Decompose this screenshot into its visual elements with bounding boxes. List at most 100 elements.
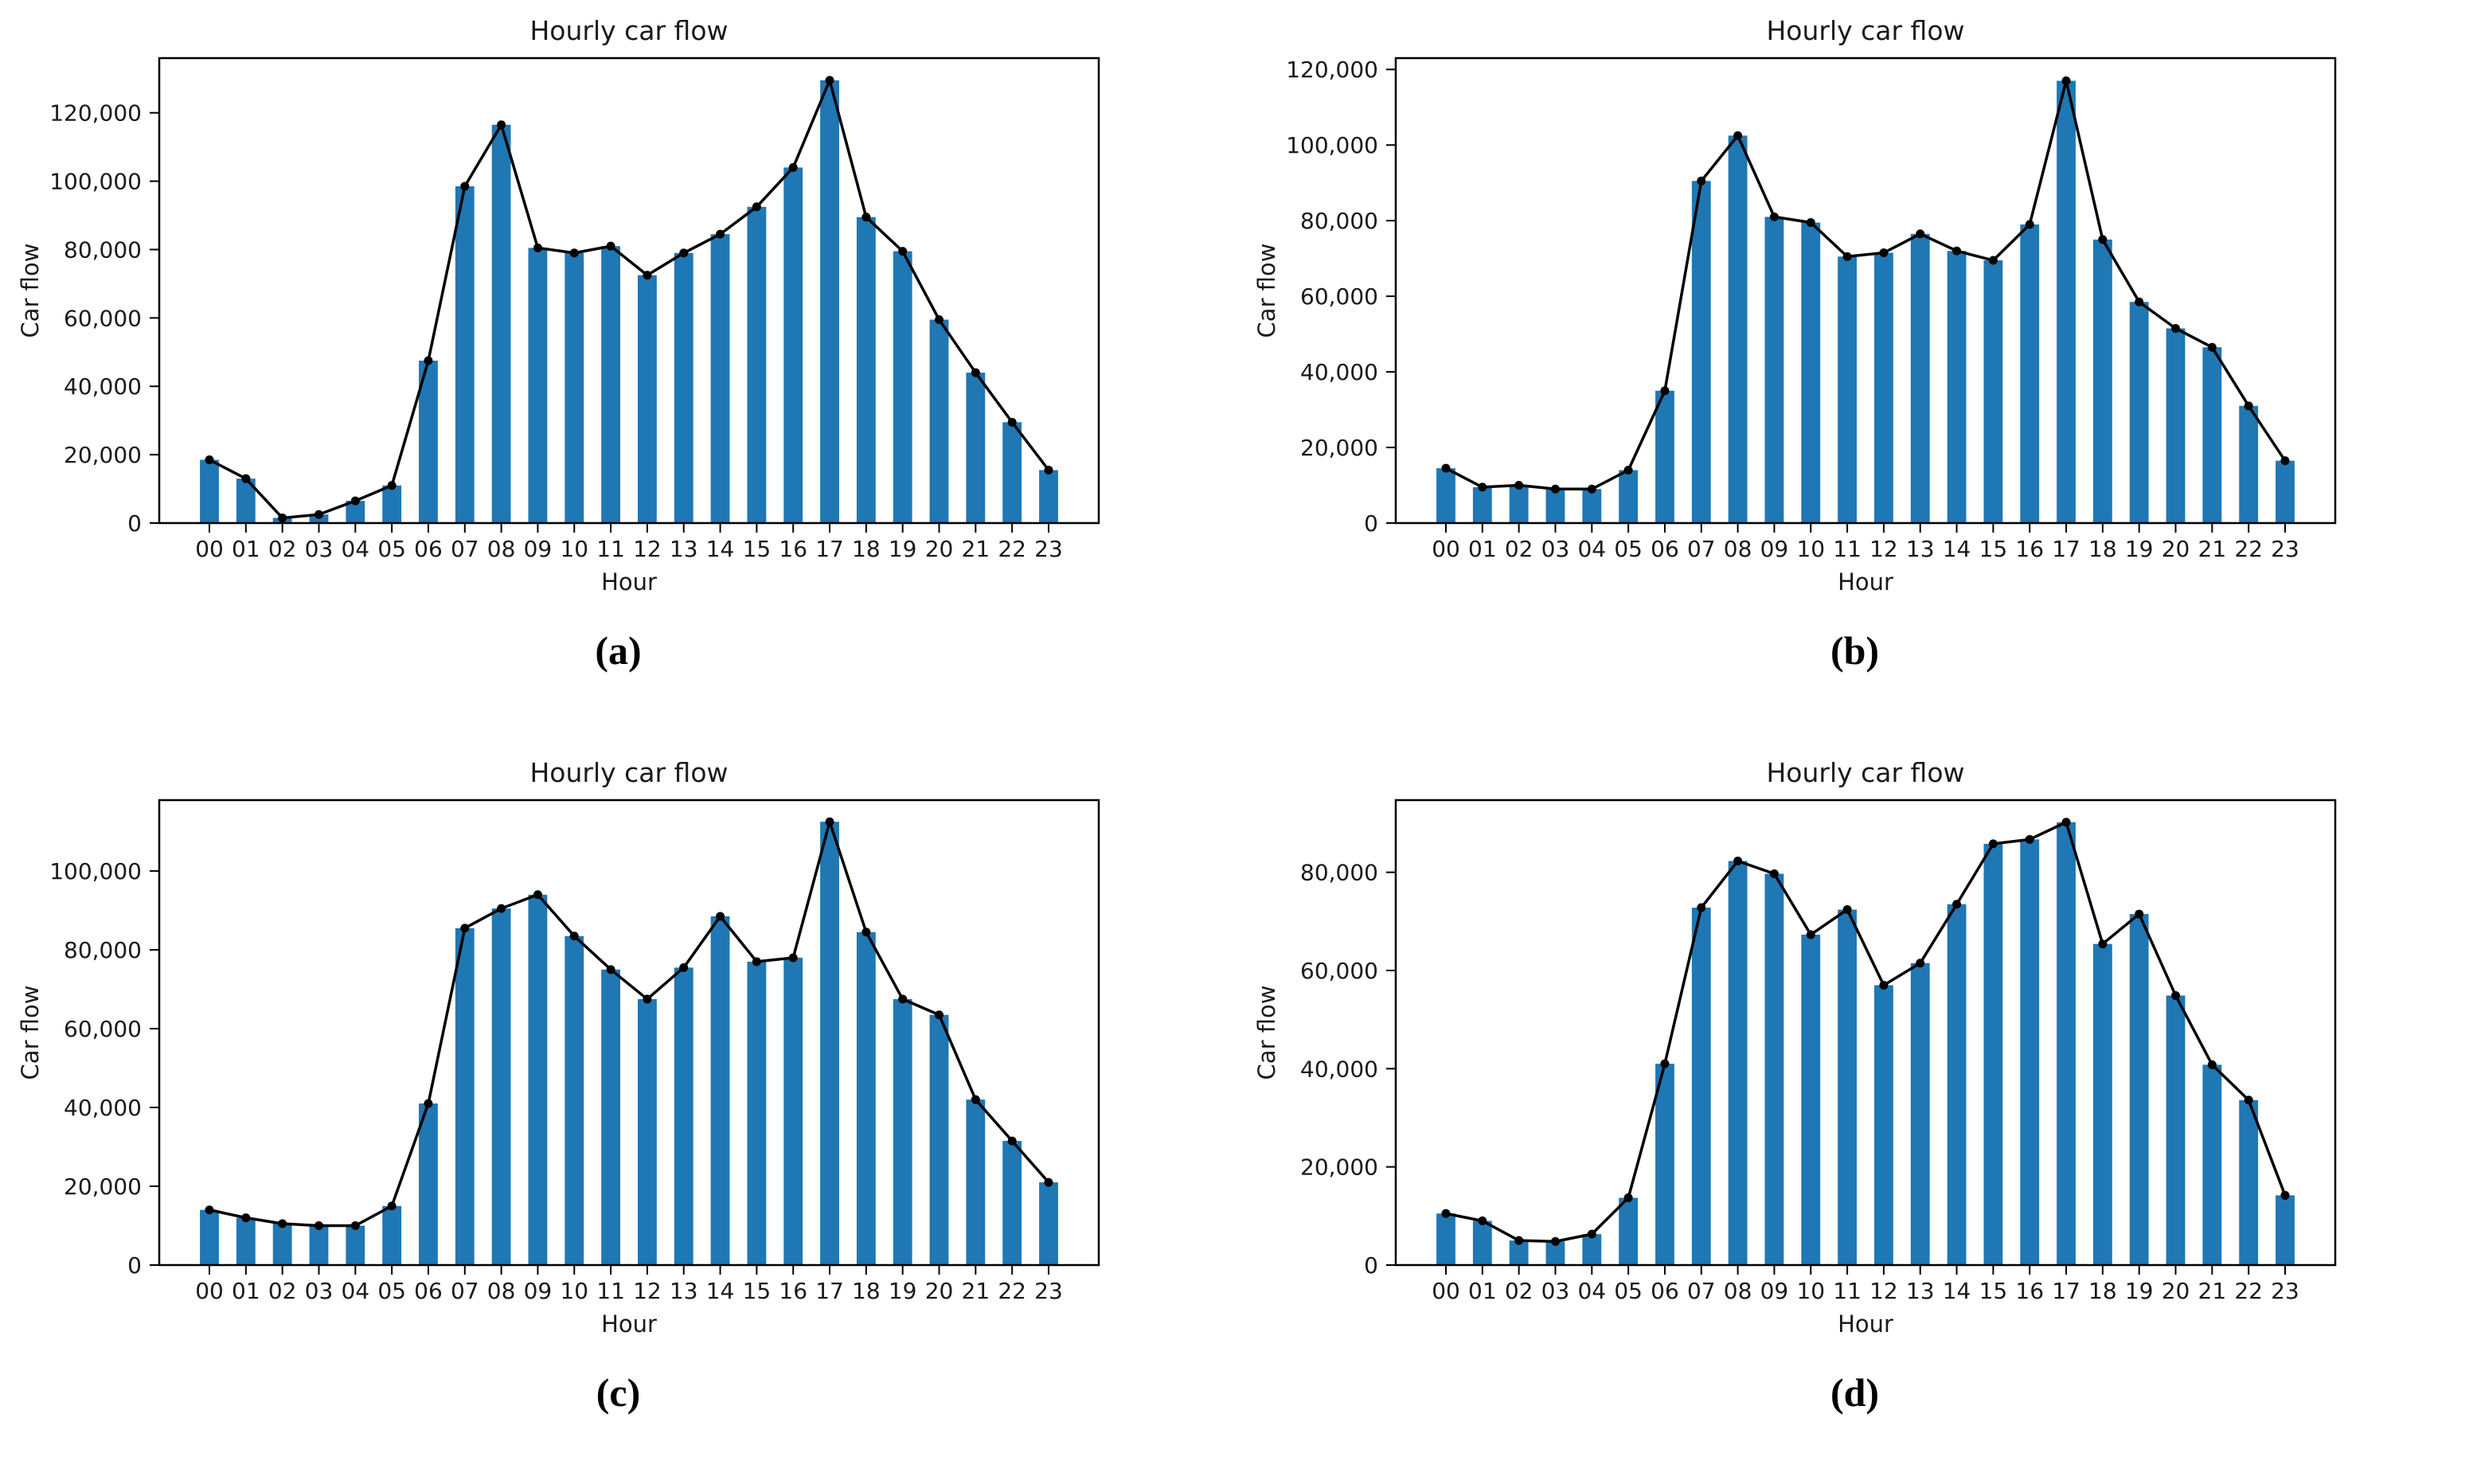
bar-02 [272,1224,292,1265]
data-point-02 [1514,1236,1524,1245]
y-tick-label: 20,000 [1300,435,1378,461]
bar-08 [1728,861,1748,1265]
data-point-11 [1842,905,1852,915]
subplot-d: 0 20,000 40,000 60,000 80,000 00 01 02 03 04 05 06 0… [1236,742,2473,1484]
data-point-16 [2025,220,2034,229]
data-point-05 [1623,1193,1633,1203]
x-tick-label: 10 [1796,536,1825,562]
bar-12 [637,998,657,1265]
flow-line [1445,821,2287,1244]
data-point-19 [2135,297,2144,307]
caption-c: (c) [596,1370,641,1415]
x-tick-label: 10 [1796,1278,1825,1304]
x-tick-label: 22 [2234,1278,2263,1304]
bar-16 [783,957,803,1265]
caption-d: (d) [1830,1370,1880,1415]
bar-14 [710,234,730,523]
x-tick-label: 13 [670,536,698,562]
bar-23 [1039,470,1058,523]
data-point-06 [1660,386,1670,396]
bar-06 [419,1103,438,1265]
data-point-23 [1044,1177,1053,1187]
subplot-c: 0 20,000 40,000 60,000 80,000 100,000 00 01 02 03… [0,742,1236,1484]
bar-07 [455,928,475,1265]
x-tick-label: 18 [2088,536,2117,562]
x-tick-label: 21 [2198,1278,2227,1304]
x-tick-label: 02 [268,536,297,562]
x-tick-label: 10 [560,1278,588,1304]
x-tick-label: 06 [1651,1278,1679,1304]
data-point-06 [424,1099,433,1108]
bar-20 [929,319,949,523]
bar-20 [929,1014,949,1265]
x-tick-label: 18 [852,536,881,562]
bar-16 [783,167,803,524]
data-point-20 [935,315,944,324]
bar-06 [1655,390,1674,523]
bar-15 [747,961,767,1265]
data-point-23 [1044,465,1053,474]
bar-21 [2202,347,2222,523]
y-axis-label: Car flow [1253,986,1280,1080]
bar-20 [2166,328,2186,523]
data-point-07 [460,924,470,933]
bar-00 [200,1209,219,1265]
bar-22 [1002,1141,1022,1265]
bar-04 [346,1225,365,1265]
data-point-19 [2135,909,2144,919]
bar-19 [893,251,912,523]
y-axis-label: Car flow [17,244,44,338]
chart-title: Hourly car flow [529,15,728,46]
x-tick-label: 18 [2088,1278,2117,1304]
bar-01 [236,478,256,523]
x-axis-label: Hour [1838,1310,1893,1338]
bar-14 [710,916,730,1265]
x-tick-label: 16 [2015,536,2044,562]
bar-10 [1801,934,1821,1265]
bar-09 [528,894,548,1265]
x-tick-label: 08 [1724,536,1752,562]
data-point-05 [387,481,397,490]
bar-09 [1764,217,1784,523]
x-tick-label: 16 [779,1278,807,1304]
bar-11 [601,969,621,1265]
data-point-00 [1441,463,1451,473]
x-tick-label: 13 [1906,1278,1935,1304]
data-point-17 [2061,818,2071,827]
data-point-23 [2280,1190,2290,1200]
x-tick-label: 09 [1760,536,1789,562]
x-tick-label: 11 [596,1278,625,1304]
data-point-18 [861,928,871,937]
x-tick-label: 17 [2052,536,2080,562]
y-tick-label: 40,000 [64,373,142,400]
data-point-14 [1952,246,1962,256]
x-tick-label: 12 [633,1278,662,1304]
x-tick-label: 23 [2271,536,2299,562]
data-point-07 [1697,176,1706,186]
bar-10 [1801,222,1821,523]
data-point-01 [1478,1216,1487,1225]
x-tick-label: 17 [815,536,844,562]
data-point-08 [1733,131,1743,140]
bar-23 [2276,1195,2295,1265]
x-tick-label: 05 [377,536,406,562]
x-axis-label: Hour [601,568,657,596]
x-tick-label: 22 [998,1278,1026,1304]
x-tick-label: 00 [195,536,224,562]
chart-title: Hourly car flow [1766,757,1964,788]
axes-box [1394,799,2337,1267]
data-point-03 [1550,484,1560,494]
bar-08 [491,124,511,523]
x-axis-label: Hour [1838,568,1893,596]
x-tick-label: 00 [195,1278,224,1304]
data-point-16 [788,162,798,172]
x-tick-label: 02 [1505,536,1533,562]
data-point-15 [1988,256,1998,265]
bar-07 [1691,908,1711,1265]
data-point-15 [752,957,761,967]
data-point-21 [971,1095,980,1104]
y-tick-label: 60,000 [64,305,142,331]
y-axis-label: Car flow [1253,244,1280,338]
x-tick-label: 08 [487,1278,516,1304]
bar-00 [1436,468,1455,523]
